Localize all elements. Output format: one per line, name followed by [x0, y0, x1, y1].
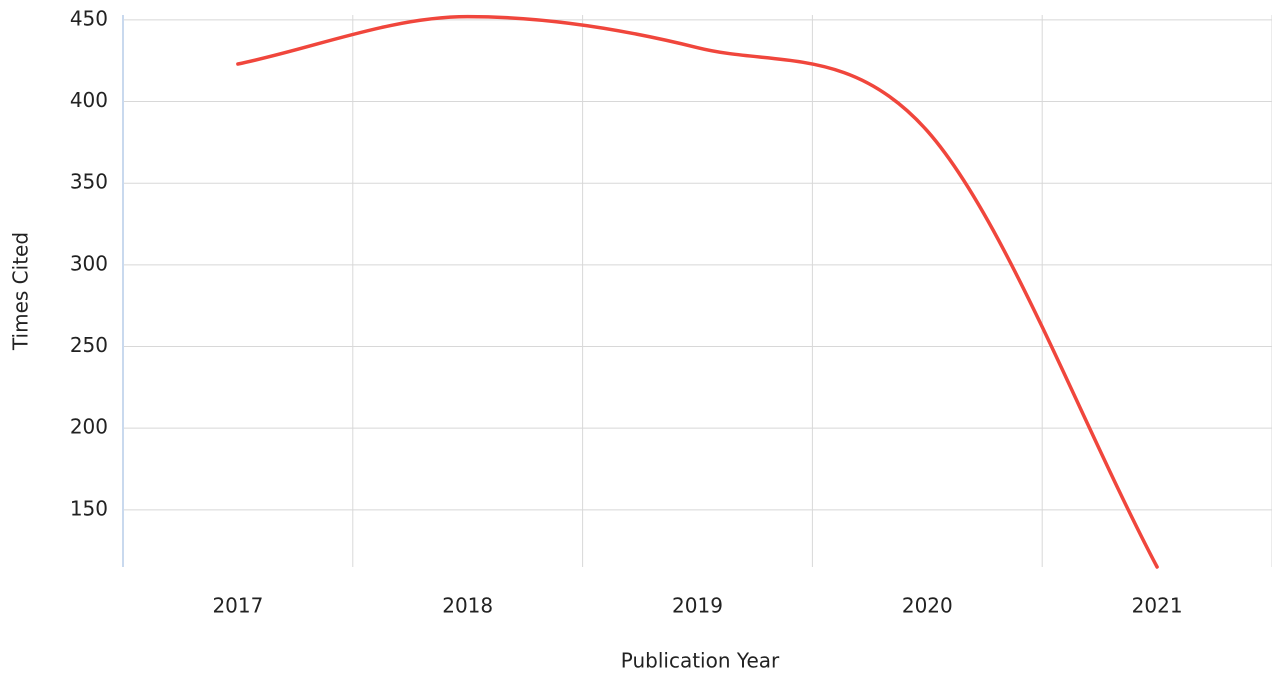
y-tick-label: 350: [70, 170, 108, 194]
line-series: [236, 14, 1159, 569]
y-tick-label: 300: [70, 251, 108, 275]
x-tick-label: 2021: [1132, 594, 1183, 618]
x-tick-label: 2020: [902, 594, 953, 618]
y-tick-label: 400: [70, 88, 108, 112]
x-tick-label: 2018: [442, 594, 493, 618]
y-tick-label: 450: [70, 6, 108, 30]
x-tick-label: 2017: [212, 594, 263, 618]
y-tick-label: 250: [70, 333, 108, 357]
x-tick-label: 2019: [672, 594, 723, 618]
y-axis-label: Times Cited: [9, 232, 33, 351]
x-axis-label: Publication Year: [621, 649, 780, 673]
y-tick-label: 200: [70, 415, 108, 439]
y-tick-label: 150: [70, 496, 108, 520]
